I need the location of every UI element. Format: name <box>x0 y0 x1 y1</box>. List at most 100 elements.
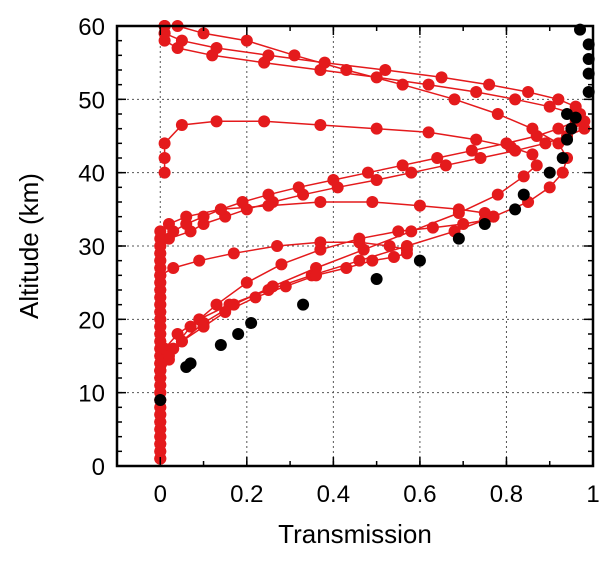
series-point <box>158 137 171 150</box>
envelope-point <box>370 273 383 285</box>
series-point <box>470 133 483 146</box>
series-point <box>400 243 413 256</box>
series-points <box>154 20 591 465</box>
series-point <box>197 320 210 333</box>
series-point <box>236 196 249 208</box>
series-point <box>509 93 522 106</box>
y-tick-label: 50 <box>78 87 105 114</box>
x-tick-label: 1 <box>586 481 599 508</box>
series-point <box>262 199 275 212</box>
x-axis-label: Transmission <box>278 519 432 549</box>
series-point <box>517 170 530 183</box>
series-line <box>159 201 496 372</box>
y-tick-label: 20 <box>78 307 105 334</box>
series-point <box>465 144 478 157</box>
series-point <box>366 254 379 267</box>
envelope-point <box>561 108 574 120</box>
series-point <box>370 71 383 84</box>
axis-ticks <box>116 25 594 467</box>
series-point <box>474 152 487 164</box>
x-tick-label: 0.8 <box>490 481 523 508</box>
series-point <box>271 240 284 252</box>
series-point <box>556 166 569 179</box>
series-point <box>379 64 392 76</box>
series-point <box>197 27 210 40</box>
series-point <box>504 141 517 153</box>
envelope-point <box>582 86 595 98</box>
series-point <box>435 71 448 84</box>
envelope-point <box>452 232 465 245</box>
series-point <box>422 78 435 91</box>
envelope-point <box>297 298 310 311</box>
series-point <box>158 166 171 179</box>
series-point <box>197 210 210 223</box>
series-point <box>543 181 556 194</box>
y-axis-label: Altitude (km) <box>14 173 44 319</box>
series-point <box>431 152 444 164</box>
series-point <box>353 236 366 249</box>
series-point <box>210 298 223 311</box>
envelope-point <box>478 218 491 230</box>
envelope-point <box>413 254 426 267</box>
series-point <box>426 221 439 234</box>
series-point <box>457 218 470 230</box>
series-point <box>396 78 409 91</box>
y-tick-label: 0 <box>92 454 105 481</box>
envelope-point <box>561 133 574 146</box>
series-point <box>262 188 275 201</box>
series-point <box>158 152 171 164</box>
series-point <box>184 320 197 333</box>
series-point <box>175 335 188 348</box>
series-point <box>227 298 240 311</box>
series-point <box>478 207 491 219</box>
series-point <box>340 64 353 76</box>
x-tick-label: 0.4 <box>317 481 350 508</box>
series-point <box>452 203 465 216</box>
series-point <box>539 137 552 150</box>
series-point <box>387 251 400 263</box>
series-point <box>240 34 253 47</box>
series-point <box>258 115 271 128</box>
series-point <box>210 115 223 128</box>
envelope-point <box>154 394 167 406</box>
series-point <box>366 196 379 208</box>
series-point <box>439 159 452 172</box>
series-point <box>240 276 253 289</box>
envelope-point <box>543 166 556 179</box>
series-point <box>353 254 366 267</box>
series-point <box>526 148 539 161</box>
y-tick-label: 10 <box>78 381 105 408</box>
series-point <box>392 225 405 238</box>
series-point <box>383 240 396 252</box>
series-point <box>470 86 483 98</box>
series-point <box>405 166 418 179</box>
series-point <box>262 49 275 62</box>
y-tick-label: 60 <box>78 14 105 41</box>
series-point <box>396 159 409 172</box>
series-lines <box>159 25 586 459</box>
series-point <box>275 258 288 271</box>
series-point <box>530 159 543 172</box>
envelope-point <box>509 203 522 216</box>
series-point <box>210 42 223 54</box>
series-point <box>327 174 340 186</box>
series-point <box>227 247 240 260</box>
series-point <box>193 254 206 267</box>
series-point <box>162 218 175 230</box>
series-point <box>314 119 327 131</box>
y-tick-label: 30 <box>78 234 105 261</box>
series-point <box>413 199 426 212</box>
series-point <box>483 78 496 91</box>
series-point <box>526 122 539 135</box>
series-point <box>154 269 167 282</box>
envelope-point <box>565 122 578 135</box>
y-tick-labels: 0 10 20 30 40 50 60 <box>78 14 105 481</box>
series-point <box>522 86 535 98</box>
envelope-point <box>232 328 245 340</box>
envelope-point <box>517 188 530 201</box>
series-point <box>288 49 301 62</box>
series-point <box>448 93 461 106</box>
series-point <box>249 291 262 304</box>
series-point <box>167 262 180 274</box>
